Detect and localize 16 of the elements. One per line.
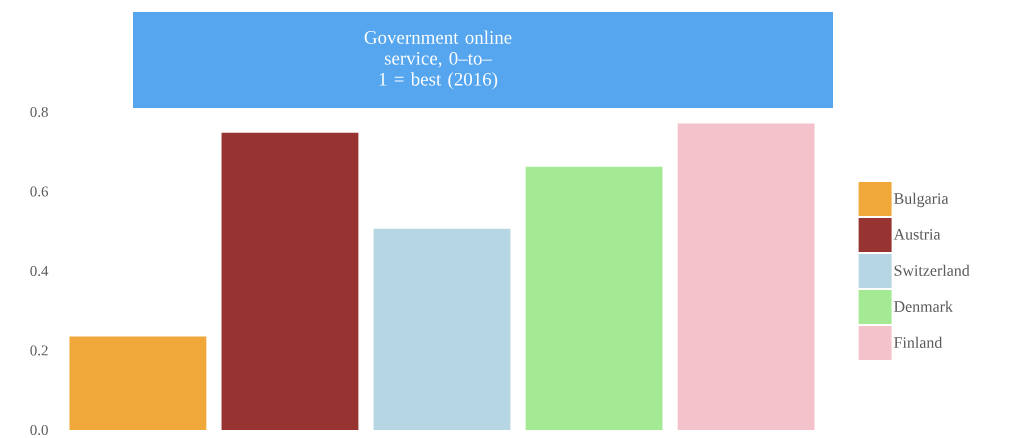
- bar: [221, 132, 359, 430]
- bar: [69, 336, 207, 430]
- legend-label: Bulgaria: [894, 192, 949, 208]
- chart-title: Government online service, 0–to–1 = best (2016): [364, 30, 512, 90]
- bar: [373, 228, 511, 430]
- y-tick-label: 0.8: [30, 106, 48, 117]
- y-tick-label: 0.0: [30, 424, 48, 435]
- legend-label: Finland: [894, 336, 943, 348]
- bar: [525, 166, 663, 430]
- y-tick-label: 0.4: [30, 265, 49, 276]
- legend-label: Austria: [893, 228, 941, 240]
- bar: [677, 123, 815, 430]
- y-tick-label: 0.2: [30, 345, 48, 356]
- legend-label: Switzerland: [894, 264, 970, 276]
- y-tick-label: 0.6: [30, 186, 49, 197]
- legend-label: Denmark: [894, 300, 953, 312]
